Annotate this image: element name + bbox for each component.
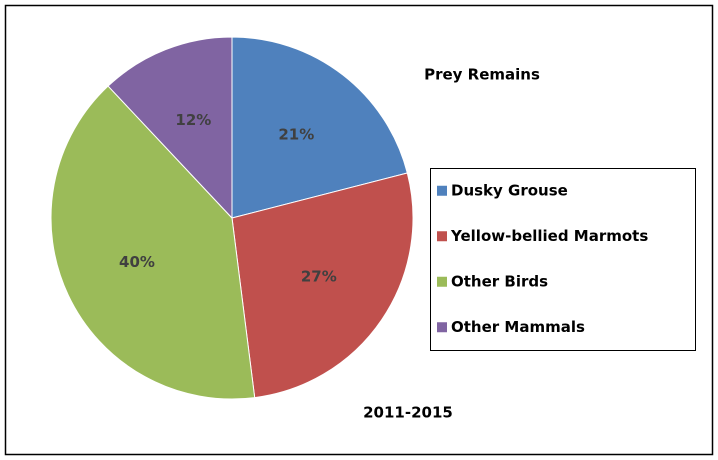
legend-swatch — [437, 322, 447, 333]
legend-swatch — [437, 231, 447, 242]
data-label: 27% — [301, 268, 337, 286]
pie-slice — [231, 172, 414, 399]
pie-slice — [231, 36, 408, 219]
pie-slice — [107, 36, 233, 220]
legend: Dusky Grouse Yellow-bellied Marmots Other … — [430, 168, 696, 351]
data-label: 40% — [119, 253, 155, 271]
pie-slice — [50, 85, 256, 400]
legend-swatch — [437, 276, 447, 287]
data-label: 21% — [278, 126, 314, 144]
chart-subtitle: 2011-2015 — [363, 404, 453, 422]
data-label: 12% — [175, 111, 211, 129]
legend-label: Other Birds — [451, 272, 548, 290]
legend-label: Dusky Grouse — [451, 181, 568, 199]
legend-label: Yellow-bellied Marmots — [450, 227, 648, 245]
chart-title: Prey Remains — [424, 66, 540, 84]
legend-swatch — [437, 185, 447, 196]
pie: 21% 27% 40% 12% — [50, 36, 414, 400]
legend-box — [430, 168, 696, 351]
legend-label: Other Mammals — [451, 318, 585, 336]
